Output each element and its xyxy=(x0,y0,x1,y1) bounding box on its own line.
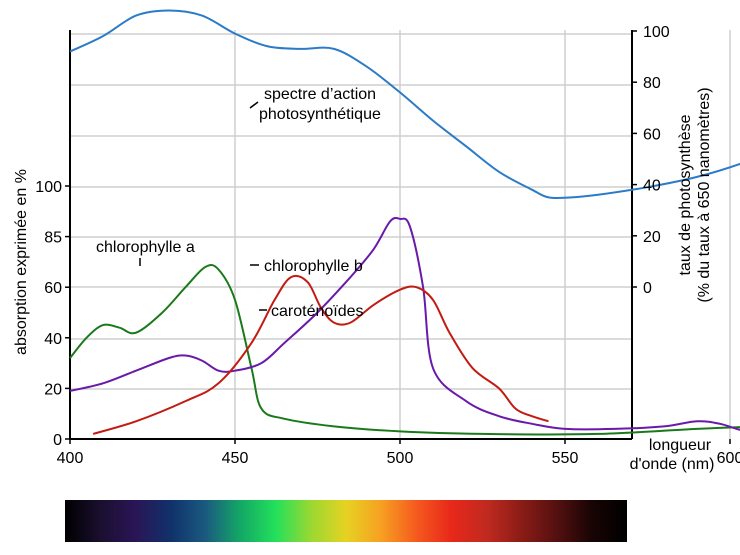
x-tick-label: 450 xyxy=(222,450,249,467)
chlorophyll-b-line xyxy=(69,216,740,431)
axes xyxy=(65,30,731,444)
y-left-tick-label: 60 xyxy=(44,280,62,297)
x-tick-label: 550 xyxy=(552,450,579,467)
y-left-axis-title: absorption exprimée en % xyxy=(13,169,30,355)
y-right-tick-label: 20 xyxy=(643,229,661,246)
carotenoids-line xyxy=(92,274,549,435)
x-tick-label: 500 xyxy=(387,450,414,467)
y-right-tick-label: 60 xyxy=(643,126,661,143)
series-layer xyxy=(69,9,740,436)
y-left-tick-labels: 0 20 40 60 85 100 xyxy=(35,179,62,449)
chlorophyll-a-line xyxy=(69,264,740,436)
x-axis-title-line1: longueur xyxy=(649,437,712,454)
y-left-tick-label: 20 xyxy=(44,381,62,398)
y-left-tick-label: 100 xyxy=(35,179,62,196)
y-left-tick-label: 40 xyxy=(44,331,62,348)
action-spectrum-label-line1: spectre d’action xyxy=(264,86,376,103)
carotenoids-label: caroténoïdes xyxy=(271,303,364,320)
x-tick-labels: 400 450 500 550 600 650 700 xyxy=(57,450,740,467)
y-right-tick-label: 0 xyxy=(643,280,652,297)
chlorophyll-b-label: chlorophylle b xyxy=(264,258,363,275)
y-right-axis-title-line2: (% du taux à 650 nanomètres) xyxy=(696,87,713,302)
action-spectrum-label-line2: photosynthétique xyxy=(259,106,381,123)
y-left-tick-label: 85 xyxy=(44,230,62,247)
series-annotations: spectre d’action photosynthétique chloro… xyxy=(96,86,381,320)
y-right-tick-label: 80 xyxy=(643,75,661,92)
y-right-tick-labels: 0 20 40 60 80 100 xyxy=(643,24,670,297)
action-spectrum-leader xyxy=(249,101,259,109)
gridlines xyxy=(70,30,731,439)
y-left-tick-label: 0 xyxy=(53,432,62,449)
y-right-tick-label: 40 xyxy=(643,178,661,195)
chlorophyll-a-label: chlorophylle a xyxy=(96,239,195,256)
y-right-axis-title-line1: taux de photosynthèse xyxy=(677,114,694,275)
x-tick-label: 400 xyxy=(57,450,84,467)
visible-spectrum-colorbar xyxy=(65,500,627,542)
x-tick-label: 600 xyxy=(717,450,740,467)
x-axis-title-line2: d'onde (nm) xyxy=(630,456,715,473)
action-spectrum-line xyxy=(69,9,740,200)
y-right-tick-label: 100 xyxy=(643,24,670,41)
